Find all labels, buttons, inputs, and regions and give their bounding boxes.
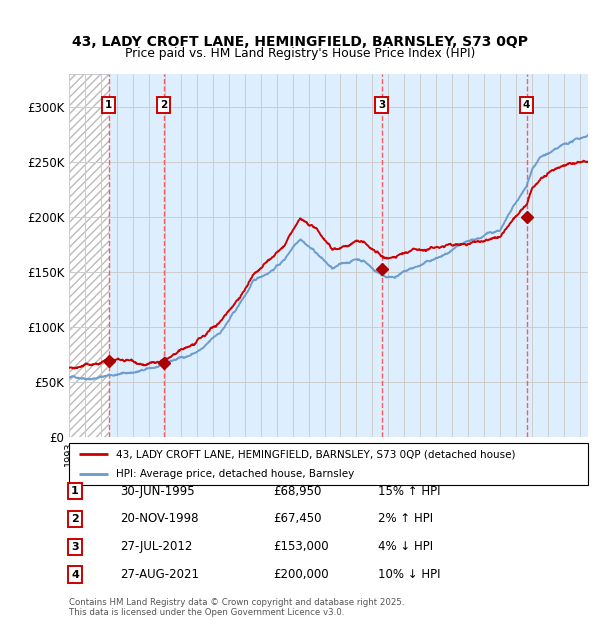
Text: 43, LADY CROFT LANE, HEMINGFIELD, BARNSLEY, S73 0QP: 43, LADY CROFT LANE, HEMINGFIELD, BARNSL… xyxy=(72,35,528,49)
Text: 3: 3 xyxy=(378,100,385,110)
Text: £68,950: £68,950 xyxy=(273,485,322,497)
Text: 4: 4 xyxy=(523,100,530,110)
Bar xyxy=(382,74,527,437)
Text: 1: 1 xyxy=(71,486,79,496)
Text: 4% ↓ HPI: 4% ↓ HPI xyxy=(378,541,433,553)
Text: 20-NOV-1998: 20-NOV-1998 xyxy=(120,513,199,525)
Text: 27-JUL-2012: 27-JUL-2012 xyxy=(120,541,193,553)
Text: 43, LADY CROFT LANE, HEMINGFIELD, BARNSLEY, S73 0QP (detached house): 43, LADY CROFT LANE, HEMINGFIELD, BARNSL… xyxy=(116,450,515,459)
Text: 30-JUN-1995: 30-JUN-1995 xyxy=(120,485,194,497)
Text: £67,450: £67,450 xyxy=(273,513,322,525)
Text: 15% ↑ HPI: 15% ↑ HPI xyxy=(378,485,440,497)
Bar xyxy=(69,74,109,437)
Text: 2% ↑ HPI: 2% ↑ HPI xyxy=(378,513,433,525)
Bar xyxy=(164,74,382,437)
Text: HPI: Average price, detached house, Barnsley: HPI: Average price, detached house, Barn… xyxy=(116,469,354,479)
Text: £153,000: £153,000 xyxy=(273,541,329,553)
Text: 3: 3 xyxy=(71,542,79,552)
Text: 2: 2 xyxy=(71,514,79,524)
Text: Contains HM Land Registry data © Crown copyright and database right 2025.: Contains HM Land Registry data © Crown c… xyxy=(69,598,404,607)
Text: 4: 4 xyxy=(71,570,79,580)
Bar xyxy=(527,74,588,437)
Bar xyxy=(109,74,164,437)
Text: 10% ↓ HPI: 10% ↓ HPI xyxy=(378,569,440,581)
Text: 2: 2 xyxy=(160,100,167,110)
Text: This data is licensed under the Open Government Licence v3.0.: This data is licensed under the Open Gov… xyxy=(69,608,344,617)
Text: 27-AUG-2021: 27-AUG-2021 xyxy=(120,569,199,581)
Text: £200,000: £200,000 xyxy=(273,569,329,581)
Text: 1: 1 xyxy=(105,100,113,110)
Text: Price paid vs. HM Land Registry's House Price Index (HPI): Price paid vs. HM Land Registry's House … xyxy=(125,48,475,60)
FancyBboxPatch shape xyxy=(69,443,588,485)
